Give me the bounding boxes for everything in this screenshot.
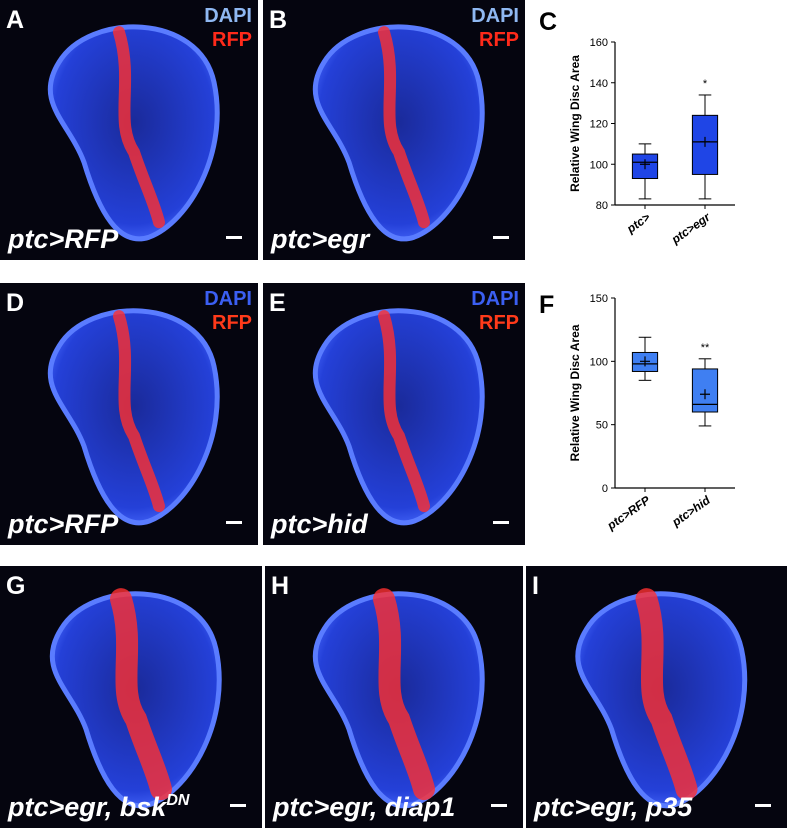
panel-letter: D [6, 289, 24, 317]
genotype: ptc>egr [270, 224, 371, 254]
genotype-text: ptc>egr, diap1 [272, 792, 455, 822]
y-axis-label: Relative Wing Disc Area [568, 324, 582, 461]
chart-background [527, 0, 787, 260]
panel-letter: A [6, 6, 24, 34]
genotype-text: ptc>RFP [7, 224, 119, 254]
stain-label: RFP [479, 312, 519, 334]
scale-bar [493, 236, 509, 239]
scale-bar [230, 804, 246, 807]
genotype-text: ptc>egr [270, 224, 371, 254]
stain-label: DAPI [471, 5, 519, 27]
genotype: ptc>egr, diap1 [272, 792, 455, 822]
scale-bar [491, 804, 507, 807]
stain-label: RFP [212, 312, 252, 334]
panel-letter: E [269, 289, 286, 317]
y-tick-label: 150 [590, 293, 608, 305]
panel-letter: B [269, 6, 287, 34]
y-tick-label: 0 [602, 483, 608, 495]
y-tick-label: 160 [590, 37, 608, 49]
rfp-stripe [113, 26, 165, 229]
mean-marker [640, 356, 650, 367]
wing-disc [47, 308, 220, 526]
wing-disc [47, 24, 220, 242]
rfp-stripe [113, 310, 165, 513]
genotype: ptc>hid [270, 509, 368, 539]
y-tick-label: 100 [590, 356, 608, 368]
y-tick-label: 80 [596, 200, 608, 212]
y-axis-label: Relative Wing Disc Area [568, 55, 582, 192]
mean-marker [700, 389, 710, 400]
rfp-stripe [110, 588, 172, 801]
genotype: ptc>RFP [7, 509, 119, 539]
panel-letter: I [532, 572, 539, 600]
genotype: ptc>RFP [7, 224, 119, 254]
genotype-text: ptc>RFP [7, 509, 119, 539]
scale-bar [755, 804, 771, 807]
genotype-superscript: DN [166, 792, 190, 809]
stain-label: RFP [212, 29, 252, 51]
mean-marker [640, 159, 650, 170]
y-tick-label: 50 [596, 420, 608, 432]
wing-disc [312, 308, 485, 526]
y-tick-label: 100 [590, 159, 608, 171]
panel-letter: G [6, 572, 25, 600]
wing-disc [312, 24, 485, 242]
stain-label: RFP [479, 29, 519, 51]
genotype-text: ptc>egr, bsk [7, 792, 168, 822]
scale-bar [226, 236, 242, 239]
genotype: ptc>egr, p35 [533, 792, 693, 822]
genotype: ptc>egr, bskDN [7, 792, 190, 822]
chart-background [527, 283, 787, 545]
panel-letter: H [271, 572, 289, 600]
genotype-text: ptc>hid [270, 509, 368, 539]
stain-label: DAPI [204, 288, 252, 310]
stain-label: DAPI [204, 5, 252, 27]
mean-marker [700, 136, 710, 147]
genotype-text: ptc>egr, p35 [533, 792, 693, 822]
significance: * [703, 78, 708, 90]
rfp-stripe [373, 588, 435, 801]
rfp-stripe [378, 26, 430, 229]
panel-letter: C [539, 8, 557, 36]
stain-label: DAPI [471, 288, 519, 310]
scale-bar [493, 521, 509, 524]
rfp-stripe [378, 310, 430, 513]
rfp-stripe [635, 588, 698, 801]
scale-bar [226, 521, 242, 524]
significance: ** [701, 342, 710, 354]
y-tick-label: 140 [590, 78, 608, 90]
panel-letter: F [539, 291, 554, 319]
y-tick-label: 120 [590, 119, 608, 131]
